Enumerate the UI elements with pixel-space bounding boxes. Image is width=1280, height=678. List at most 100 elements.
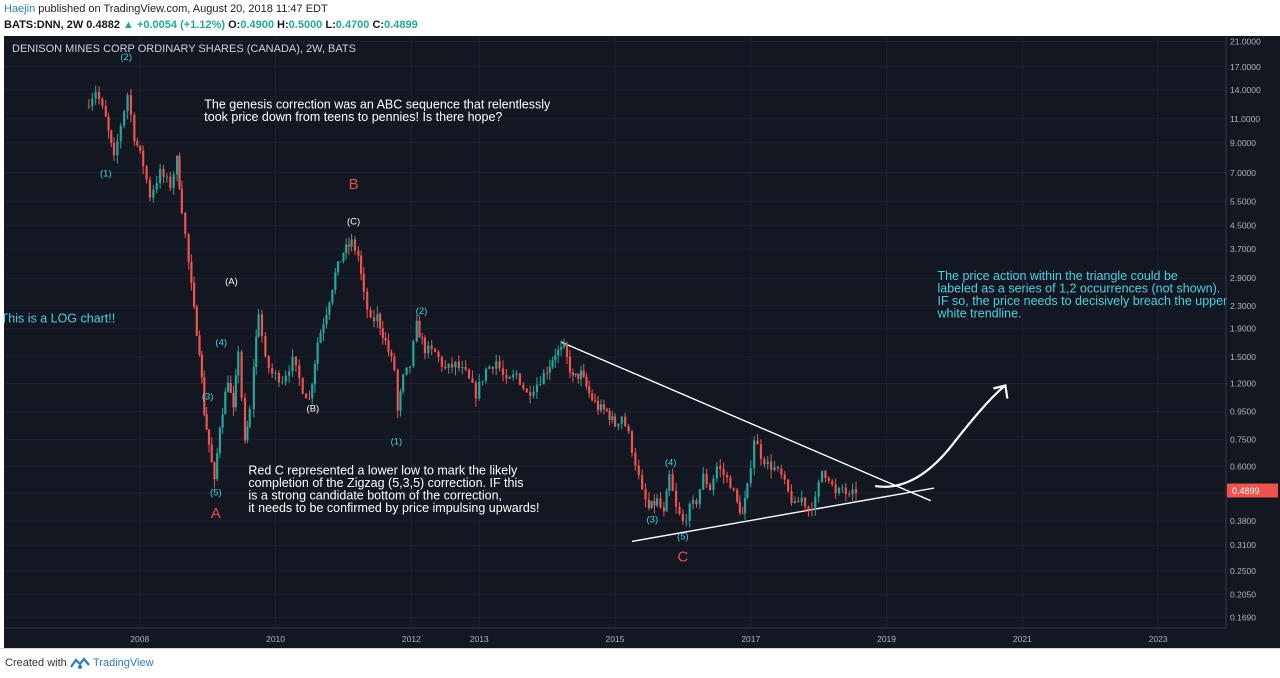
candle-body [488,366,491,369]
author-link[interactable]: Haejin [4,3,36,15]
candle-body [831,480,834,485]
candle-body [298,365,301,379]
candle-body [776,467,780,469]
wave-label: (1) [391,437,403,448]
candle-body [274,372,277,374]
candle-body [582,370,585,377]
candle-body [322,324,325,333]
candle-body [662,507,665,512]
y-tick-label: 3.7000 [1230,244,1256,254]
wave-label: (C) [347,216,360,227]
candle-body [210,444,213,463]
candle-body [136,141,139,146]
created-with-text: Created with [5,657,67,669]
candle-body [756,440,759,445]
candle-body [746,483,749,498]
candle-body [688,503,691,521]
x-tick-label: 2015 [606,634,625,644]
candle-body [172,174,175,189]
candle-body [155,183,158,190]
y-tick-label: 0.6000 [1230,461,1256,471]
candle-body [184,212,187,235]
candle-body [357,250,360,256]
candle-body [702,473,705,490]
chart-area[interactable]: (2) (1) B (C) (A) (2) (4) (3) (B) (1) (5) A (4) (3) (5… [1,36,1280,648]
candle-body [596,400,600,411]
y-tick-label: 2.9000 [1230,273,1256,283]
candle-body [423,337,427,354]
y-tick-label: 14.0000 [1230,85,1261,95]
candle-body [753,440,756,469]
open-value: 0.4900 [240,19,274,31]
candle-body [402,374,405,392]
candle-body [284,375,287,382]
candle-body [732,488,735,490]
publish-info: published on TradingView.com, August 20,… [38,3,328,15]
candle-body [574,373,577,376]
x-tick-label: 2010 [266,634,285,644]
candle-body [267,356,270,368]
high-value: 0.5000 [288,19,323,31]
candle-body [405,367,408,375]
wave-label: (4) [215,337,227,348]
x-tick-label: 2017 [741,634,760,644]
candle-body [495,361,498,369]
candle-body [851,489,854,495]
candle-body [260,314,264,337]
candle-body [508,377,511,379]
tradingview-link[interactable]: TradingView [93,657,154,669]
candle-body [139,145,142,151]
candle-body [379,314,382,329]
candle-body [336,261,340,273]
candle-body [142,150,145,167]
candle-body [620,416,623,424]
candle-body [369,309,372,318]
price-change: ▲ +0.0054 (+1.12%) [123,19,226,31]
candle-body [467,369,471,379]
candle-body [152,189,155,198]
candle-body [116,141,119,156]
y-tick-label: 0.2050 [1230,590,1256,600]
candle-body [602,404,606,410]
candle-body [579,370,583,379]
candle-body [738,501,742,513]
high-label: H: [277,19,289,31]
candle-body [647,499,651,509]
candle-body [557,349,560,356]
price-axis[interactable]: 21.0000 17.0000 14.0000 11.0000 9.0000 7.0000… [1225,36,1261,628]
candle-body [820,470,824,482]
price-chart[interactable]: (2) (1) B (C) (A) (2) (4) (3) (B) (1) (5) A (4) (3) (5… [1,36,1280,648]
candle-body [433,348,437,352]
y-tick-label: 11.0000 [1230,114,1260,124]
candle-body [334,272,337,290]
wave-label: (A) [225,276,238,287]
candle-body [501,368,505,375]
candle-body [347,244,350,247]
candle-body [246,426,249,441]
candle-body [593,399,597,401]
candle-body [224,391,227,415]
y-tick-label: 0.1690 [1230,613,1256,623]
candle-body [381,328,384,338]
candle-body [450,363,454,368]
symbol-label: BATS:DNN, 2W [4,19,84,31]
tradingview-logo-icon[interactable] [70,656,90,675]
y-tick-label: 17.0000 [1230,62,1261,72]
candle-body [148,179,152,198]
candle-body [408,366,412,368]
candle-body [372,317,376,322]
y-tick-label: 0.2500 [1230,566,1256,576]
candle-body [848,494,851,495]
candle-body [133,114,136,142]
time-axis[interactable]: 2008 2010 2012 2013 2015 2017 2019 2021 2023 [4,627,1226,644]
candle-body [176,155,179,175]
candle-body [205,414,208,430]
candle-body [588,386,591,394]
candle-body [437,351,440,358]
candle-body [195,306,198,336]
footer: Created with TradingView [0,648,1280,678]
candle-body [560,347,563,350]
candle-body [203,377,206,415]
candle-body [551,360,554,367]
candle-body [736,489,739,502]
